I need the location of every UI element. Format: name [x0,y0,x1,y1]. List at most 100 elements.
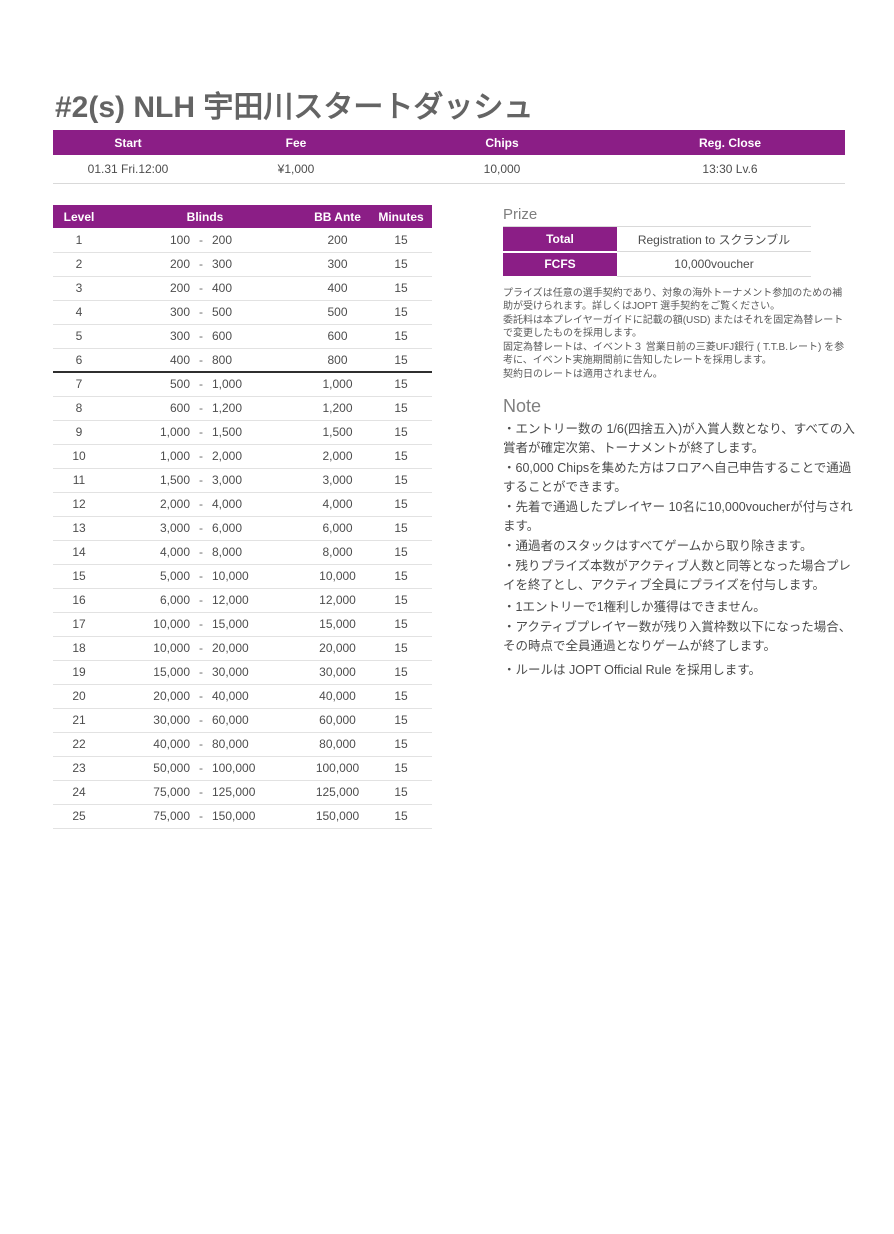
big-blind-cell: 200 [212,228,306,253]
blinds-dash: - [190,300,212,325]
prize-value-cell: 10,000voucher [617,251,811,277]
small-blind-cell: 600 [105,396,190,421]
blinds-level-row: 1 100 - 200 200 15 [53,228,433,253]
prize-disclaimer: プライズは任意の選手契約であり、対象の海外トーナメント参加のための補助が受けられ… [503,287,849,382]
level-cell: 11 [53,468,105,493]
blinds-level-row: 14 4,000 - 8,000 8,000 15 [53,540,433,565]
blinds-level-row: 15 5,000 - 10,000 10,000 15 [53,564,433,589]
info-value-fee: ¥1,000 [203,155,389,184]
prize-row: Total Registration to スクランブル [503,226,811,253]
note-item: ・エントリー数の 1/6(四捨五入)が入賞人数となり、すべての入賞者が確定次第、… [503,422,855,455]
level-cell: 10 [53,444,105,469]
bb-ante-cell: 60,000 [305,708,371,733]
blinds-dash: - [190,276,212,301]
bb-ante-cell: 30,000 [305,660,371,685]
blinds-level-row: 18 10,000 - 20,000 20,000 15 [53,636,433,661]
bb-ante-cell: 125,000 [305,780,371,805]
blinds-dash: - [190,804,212,829]
info-header-reg-close: Reg. Close [615,130,845,155]
big-blind-cell: 15,000 [212,612,306,637]
small-blind-cell: 2,000 [105,492,190,517]
minutes-cell: 15 [370,444,433,469]
bb-ante-cell: 2,000 [305,444,371,469]
minutes-cell: 15 [370,684,433,709]
disclaimer-line: プライズは任意の選手契約であり、対象の海外トーナメント参加のための補助が受けられ… [503,287,843,313]
blinds-level-row: 2 200 - 300 300 15 [53,252,433,277]
note-item: ・アクティブプレイヤー数が残り入賞枠数以下になった場合、その時点で全員通過となり… [503,620,852,653]
blinds-dash: - [190,780,212,805]
prize-table: Total Registration to スクランブル FCFS 10,000… [503,226,811,278]
minutes-cell: 15 [370,396,433,421]
big-blind-cell: 80,000 [212,732,306,757]
blinds-dash: - [190,732,212,757]
level-cell: 24 [53,780,105,805]
bb-ante-cell: 4,000 [305,492,371,517]
small-blind-cell: 6,000 [105,588,190,613]
minutes-cell: 15 [370,252,433,277]
blinds-level-row: 11 1,500 - 3,000 3,000 15 [53,468,433,493]
bb-ante-cell: 200 [305,228,371,253]
blinds-level-row: 22 40,000 - 80,000 80,000 15 [53,732,433,757]
page-title: #2(s) NLH 宇田川スタートダッシュ [55,91,534,124]
minutes-cell: 15 [370,276,433,301]
prize-heading: Prize [503,206,538,223]
blinds-level-row: 3 200 - 400 400 15 [53,276,433,301]
big-blind-cell: 600 [212,324,306,349]
level-cell: 19 [53,660,105,685]
bb-ante-cell: 500 [305,300,371,325]
minutes-cell: 15 [370,756,433,781]
bb-ante-cell: 40,000 [305,684,371,709]
blinds-dash: - [190,444,212,469]
blinds-level-row: 25 75,000 - 150,000 150,000 15 [53,804,433,829]
bb-ante-cell: 6,000 [305,516,371,541]
minutes-cell: 15 [370,468,433,493]
level-cell: 9 [53,420,105,445]
level-cell: 8 [53,396,105,421]
blinds-dash: - [190,660,212,685]
blinds-level-row: 17 10,000 - 15,000 15,000 15 [53,612,433,637]
blinds-dash: - [190,708,212,733]
small-blind-cell: 300 [105,300,190,325]
prize-label-cell: FCFS [503,251,617,278]
small-blind-cell: 200 [105,276,190,301]
level-cell: 5 [53,324,105,349]
prize-value-cell: Registration to スクランブル [617,226,811,252]
small-blind-cell: 10,000 [105,612,190,637]
level-cell: 21 [53,708,105,733]
bb-ante-cell: 20,000 [305,636,371,661]
blinds-level-row: 10 1,000 - 2,000 2,000 15 [53,444,433,469]
bb-ante-cell: 1,200 [305,396,371,421]
blinds-dash: - [190,492,212,517]
blinds-level-row: 5 300 - 600 600 15 [53,324,433,349]
bb-ante-cell: 3,000 [305,468,371,493]
prize-row: FCFS 10,000voucher [503,251,811,278]
big-blind-cell: 100,000 [212,756,306,781]
minutes-cell: 15 [370,492,433,517]
disclaimer-line: 契約日のレートは適用されません。 [503,368,663,380]
info-value-chips: 10,000 [389,155,615,184]
small-blind-cell: 100 [105,228,190,253]
info-header-fee: Fee [203,130,389,155]
level-cell: 3 [53,276,105,301]
minutes-cell: 15 [370,516,433,541]
small-blind-cell: 1,000 [105,444,190,469]
blinds-header-blinds: Blinds [105,205,306,228]
blinds-structure-table: Level Blinds BB Ante Minutes 1 100 - 200… [53,205,433,829]
blinds-level-row: 16 6,000 - 12,000 12,000 15 [53,588,433,613]
blinds-dash: - [190,540,212,565]
blinds-dash: - [190,420,212,445]
level-cell: 2 [53,252,105,277]
note-list: ・エントリー数の 1/6(四捨五入)が入賞人数となり、すべての入賞者が確定次第、… [503,420,857,680]
minutes-cell: 15 [370,540,433,565]
big-blind-cell: 1,200 [212,396,306,421]
bb-ante-cell: 1,500 [305,420,371,445]
bb-ante-cell: 400 [305,276,371,301]
level-cell: 16 [53,588,105,613]
note-item: ・ルールは JOPT Official Rule を採用します。 [503,663,762,677]
small-blind-cell: 400 [105,348,190,373]
blinds-level-row: 4 300 - 500 500 15 [53,300,433,325]
blinds-dash: - [190,228,212,253]
info-value-start: 01.31 Fri.12:00 [53,155,203,184]
small-blind-cell: 40,000 [105,732,190,757]
